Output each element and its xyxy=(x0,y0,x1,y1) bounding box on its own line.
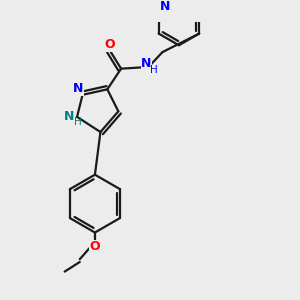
Text: N: N xyxy=(64,110,74,123)
Text: N: N xyxy=(141,58,152,70)
Text: H: H xyxy=(150,64,158,74)
Text: N: N xyxy=(160,0,170,14)
Text: O: O xyxy=(105,38,116,51)
Text: O: O xyxy=(90,240,100,253)
Text: N: N xyxy=(73,82,84,95)
Text: H: H xyxy=(74,117,82,127)
